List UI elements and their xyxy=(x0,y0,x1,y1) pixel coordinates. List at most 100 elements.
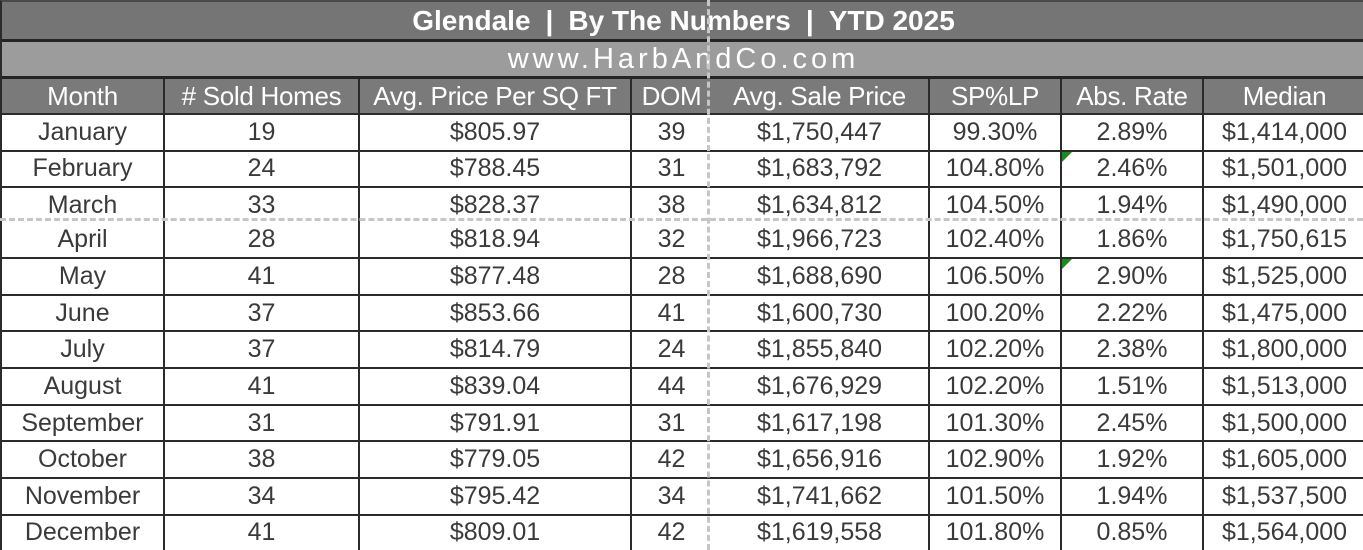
cell-avg-sale-price[interactable]: $1,617,198 xyxy=(711,405,930,443)
cell-abs-rate[interactable]: 1.94% xyxy=(1062,188,1204,223)
cell-avg-sale-price[interactable]: $1,600,730 xyxy=(711,295,930,333)
cell-avg-sale-price[interactable]: $1,676,929 xyxy=(711,369,930,406)
column-header-abs-rate[interactable]: Abs. Rate xyxy=(1062,79,1204,115)
cell-sold-homes[interactable]: 31 xyxy=(165,405,360,443)
column-header-median[interactable]: Median xyxy=(1204,79,1363,115)
cell-avg-price-sqft[interactable]: $791.91 xyxy=(360,405,632,443)
cell-avg-price-sqft[interactable]: $805.97 xyxy=(360,115,632,152)
cell-abs-rate[interactable]: 1.92% xyxy=(1062,442,1204,480)
cell-median[interactable]: $1,490,000 xyxy=(1204,188,1363,223)
cell-median[interactable]: $1,537,500 xyxy=(1204,479,1363,516)
cell-dom[interactable]: 44 xyxy=(632,369,711,406)
column-header-avg-price-sqft[interactable]: Avg. Price Per SQ FT xyxy=(360,79,632,115)
column-header-sp-lp[interactable]: SP%LP xyxy=(930,79,1062,115)
cell-avg-price-sqft[interactable]: $814.79 xyxy=(360,332,632,370)
table-title[interactable]: Glendale | By The Numbers | YTD 2025 xyxy=(2,2,1363,42)
cell-month[interactable]: January xyxy=(2,115,165,152)
cell-sp-lp[interactable]: 102.90% xyxy=(930,442,1062,480)
cell-abs-rate[interactable]: 1.86% xyxy=(1062,222,1204,260)
cell-abs-rate[interactable]: 2.22% xyxy=(1062,295,1204,333)
cell-sp-lp[interactable]: 99.30% xyxy=(930,115,1062,152)
cell-abs-rate[interactable]: 2.45% xyxy=(1062,405,1204,443)
cell-dom[interactable]: 39 xyxy=(632,115,711,152)
cell-avg-price-sqft[interactable]: $828.37 xyxy=(360,188,632,223)
cell-month[interactable]: October xyxy=(2,442,165,480)
cell-month[interactable]: April xyxy=(2,222,165,260)
cell-dom[interactable]: 32 xyxy=(632,222,711,260)
cell-median[interactable]: $1,605,000 xyxy=(1204,442,1363,480)
cell-abs-rate[interactable]: 1.51% xyxy=(1062,369,1204,406)
cell-avg-price-sqft[interactable]: $809.01 xyxy=(360,515,632,550)
cell-sold-homes[interactable]: 28 xyxy=(165,222,360,260)
cell-avg-sale-price[interactable]: $1,634,812 xyxy=(711,188,930,223)
cell-month[interactable]: June xyxy=(2,295,165,333)
cell-dom[interactable]: 38 xyxy=(632,188,711,223)
cell-month[interactable]: February xyxy=(2,151,165,189)
cell-median[interactable]: $1,501,000 xyxy=(1204,151,1363,189)
cell-abs-rate[interactable]: 2.38% xyxy=(1062,332,1204,370)
cell-avg-sale-price[interactable]: $1,750,447 xyxy=(711,115,930,152)
cell-sold-homes[interactable]: 33 xyxy=(165,188,360,223)
cell-sold-homes[interactable]: 37 xyxy=(165,295,360,333)
column-header-dom[interactable]: DOM xyxy=(632,79,711,115)
cell-sp-lp[interactable]: 102.20% xyxy=(930,369,1062,406)
cell-sp-lp[interactable]: 104.50% xyxy=(930,188,1062,223)
cell-median[interactable]: $1,500,000 xyxy=(1204,405,1363,443)
cell-dom[interactable]: 31 xyxy=(632,151,711,189)
cell-avg-price-sqft[interactable]: $788.45 xyxy=(360,151,632,189)
cell-median[interactable]: $1,414,000 xyxy=(1204,115,1363,152)
cell-avg-price-sqft[interactable]: $818.94 xyxy=(360,222,632,260)
cell-abs-rate[interactable]: 2.90% xyxy=(1062,259,1204,296)
cell-median[interactable]: $1,564,000 xyxy=(1204,515,1363,550)
cell-avg-price-sqft[interactable]: $779.05 xyxy=(360,442,632,480)
cell-avg-price-sqft[interactable]: $853.66 xyxy=(360,295,632,333)
cell-sold-homes[interactable]: 34 xyxy=(165,479,360,516)
cell-median[interactable]: $1,800,000 xyxy=(1204,332,1363,370)
cell-abs-rate[interactable]: 1.94% xyxy=(1062,479,1204,516)
cell-avg-sale-price[interactable]: $1,688,690 xyxy=(711,259,930,296)
cell-dom[interactable]: 28 xyxy=(632,259,711,296)
cell-month[interactable]: March xyxy=(2,188,165,223)
cell-dom[interactable]: 24 xyxy=(632,332,711,370)
column-header-sold-homes[interactable]: # Sold Homes xyxy=(165,79,360,115)
cell-sp-lp[interactable]: 102.40% xyxy=(930,222,1062,260)
cell-sp-lp[interactable]: 102.20% xyxy=(930,332,1062,370)
cell-dom[interactable]: 34 xyxy=(632,479,711,516)
cell-dom[interactable]: 31 xyxy=(632,405,711,443)
cell-month[interactable]: August xyxy=(2,369,165,406)
cell-sp-lp[interactable]: 101.50% xyxy=(930,479,1062,516)
cell-sp-lp[interactable]: 100.20% xyxy=(930,295,1062,333)
cell-abs-rate[interactable]: 2.89% xyxy=(1062,115,1204,152)
cell-month[interactable]: May xyxy=(2,259,165,296)
cell-sold-homes[interactable]: 41 xyxy=(165,259,360,296)
cell-sold-homes[interactable]: 24 xyxy=(165,151,360,189)
cell-dom[interactable]: 41 xyxy=(632,295,711,333)
cell-dom[interactable]: 42 xyxy=(632,515,711,550)
cell-month[interactable]: November xyxy=(2,479,165,516)
cell-month[interactable]: September xyxy=(2,405,165,443)
cell-avg-sale-price[interactable]: $1,741,662 xyxy=(711,479,930,516)
cell-abs-rate[interactable]: 0.85% xyxy=(1062,515,1204,550)
column-header-month[interactable]: Month xyxy=(2,79,165,115)
cell-sp-lp[interactable]: 104.80% xyxy=(930,151,1062,189)
cell-avg-price-sqft[interactable]: $839.04 xyxy=(360,369,632,406)
cell-month[interactable]: July xyxy=(2,332,165,370)
cell-avg-price-sqft[interactable]: $877.48 xyxy=(360,259,632,296)
cell-sold-homes[interactable]: 19 xyxy=(165,115,360,152)
cell-avg-sale-price[interactable]: $1,683,792 xyxy=(711,151,930,189)
cell-sold-homes[interactable]: 38 xyxy=(165,442,360,480)
cell-sold-homes[interactable]: 41 xyxy=(165,369,360,406)
cell-median[interactable]: $1,750,615 xyxy=(1204,222,1363,260)
cell-sold-homes[interactable]: 41 xyxy=(165,515,360,550)
cell-median[interactable]: $1,475,000 xyxy=(1204,295,1363,333)
cell-month[interactable]: December xyxy=(2,515,165,550)
column-header-avg-sale-price[interactable]: Avg. Sale Price xyxy=(711,79,930,115)
cell-avg-sale-price[interactable]: $1,656,916 xyxy=(711,442,930,480)
cell-sp-lp[interactable]: 106.50% xyxy=(930,259,1062,296)
cell-median[interactable]: $1,525,000 xyxy=(1204,259,1363,296)
cell-avg-price-sqft[interactable]: $795.42 xyxy=(360,479,632,516)
cell-abs-rate[interactable]: 2.46% xyxy=(1062,151,1204,189)
cell-median[interactable]: $1,513,000 xyxy=(1204,369,1363,406)
website-subtitle[interactable]: www.HarbAndCo.com xyxy=(2,42,1363,79)
cell-avg-sale-price[interactable]: $1,966,723 xyxy=(711,222,930,260)
